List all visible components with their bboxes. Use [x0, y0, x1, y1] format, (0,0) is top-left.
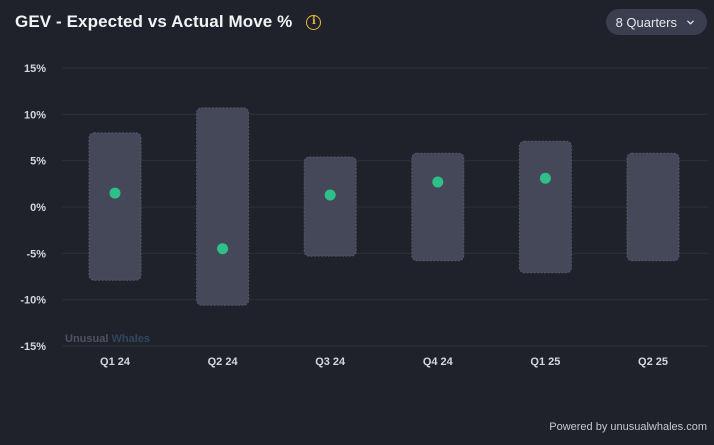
title-row: GEV - Expected vs Actual Move % i	[15, 10, 322, 34]
x-tick-label: Q2 24	[208, 356, 239, 368]
expected-range-bar	[411, 152, 465, 262]
watermark: Unusual Whales	[65, 333, 150, 345]
watermark-whales: Whales	[111, 333, 150, 345]
expected-range-bar	[196, 107, 250, 306]
expected-range-bar	[88, 132, 142, 281]
expected-range-bar	[303, 156, 357, 257]
y-tick-label: 0%	[30, 202, 46, 214]
quarters-dropdown[interactable]: 8 Quarters	[605, 9, 707, 35]
y-tick-label: 10%	[24, 109, 46, 121]
x-tick-label: Q1 25	[530, 356, 560, 368]
y-tick-label: 5%	[30, 156, 46, 168]
expected-vs-actual-chart: 15% 10% 5% 0% -5% -10% -15% Q1 24 Q2 24 Q3 24 Q4 2…	[20, 63, 708, 368]
actual-move-dot	[109, 187, 121, 199]
x-tick-label: Q4 24	[423, 356, 454, 368]
actual-move-dot	[324, 189, 336, 201]
chart-title: GEV - Expected vs Actual Move %	[15, 12, 293, 31]
x-tick-label: Q2 25	[638, 356, 668, 368]
y-tick-label: -15%	[20, 341, 46, 353]
actual-move-dot	[217, 243, 229, 255]
actual-move-dot	[539, 172, 551, 184]
powered-by-text: Powered by unusualwhales.com	[549, 421, 707, 433]
expected-range-bar	[626, 152, 680, 262]
y-tick-label: -10%	[20, 295, 46, 307]
actual-move-dot	[432, 176, 444, 188]
info-icon[interactable]: i	[306, 14, 322, 30]
quarters-dropdown-label: 8 Quarters	[615, 14, 677, 30]
y-tick-label: -5%	[26, 248, 46, 260]
y-tick-label: 15%	[24, 63, 46, 75]
expected-range-bar	[518, 140, 572, 274]
watermark-unusual: Unusual	[65, 333, 109, 345]
x-tick-label: Q1 24	[100, 356, 131, 368]
x-tick-label: Q3 24	[315, 356, 346, 368]
chevron-down-icon	[687, 20, 694, 24]
